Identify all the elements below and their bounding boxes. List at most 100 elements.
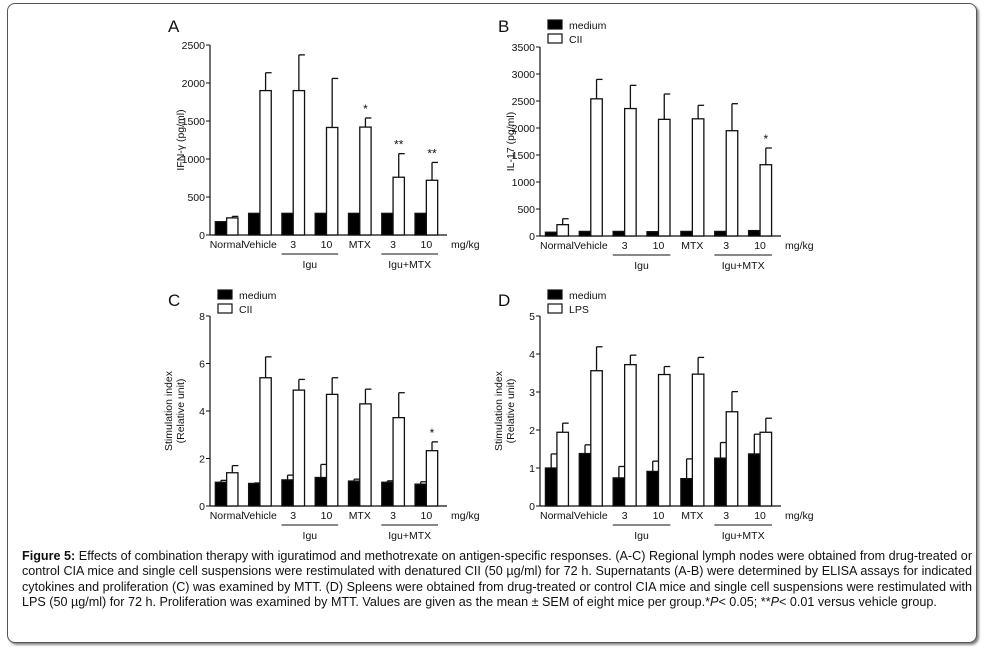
unit-label: mg/kg	[785, 240, 814, 252]
x-tick-label: 3	[290, 239, 296, 251]
bar-lps	[657, 373, 671, 507]
y-tick-label: 0	[199, 230, 205, 242]
unit-label: mg/kg	[785, 510, 814, 522]
group-label: Igu	[634, 260, 649, 272]
x-tick-label: MTX	[349, 239, 371, 251]
x-tick-label: 10	[653, 510, 665, 522]
bar-lps	[590, 370, 603, 507]
panel-letter: B	[498, 17, 509, 36]
y-tick-label: 3500	[512, 42, 536, 54]
significance-marker: **	[427, 146, 437, 160]
bar-medium	[247, 212, 261, 236]
x-tick-label: 3	[290, 510, 296, 522]
x-tick-label: 10	[754, 240, 766, 252]
bar-cii	[325, 393, 339, 507]
bar-cii	[725, 130, 739, 237]
x-tick-label: 3	[723, 240, 729, 252]
legend-swatch-medium	[547, 289, 563, 300]
y-axis-label: Stimulation index	[493, 370, 505, 451]
y-tick-label: 2500	[182, 40, 206, 52]
legend-label: medium	[239, 290, 277, 302]
bar-medium	[414, 212, 428, 236]
bar-cii	[623, 107, 637, 237]
legend-swatch-cii	[217, 303, 233, 314]
x-tick-label: 3	[622, 510, 628, 522]
panel-letter: C	[168, 291, 180, 310]
y-tick-label: 1500	[182, 116, 206, 128]
chart-c: C 0 2 4 6 8 Stimulation index (Relative unit) * N…	[163, 289, 480, 542]
bar-lps	[759, 431, 773, 507]
y-tick-label: 8	[199, 311, 205, 323]
y-tick-label: 2000	[182, 78, 206, 90]
bar-medium	[612, 230, 626, 237]
significance-marker: *	[763, 132, 768, 146]
bar-medium	[214, 481, 228, 507]
bar-medium	[578, 452, 592, 507]
panel-a: A 0 500 1000 1500 2000 2500 IFN-γ (pg/ml) * ** ** N…	[160, 14, 490, 276]
x-tick-label: Vehicle	[243, 510, 277, 522]
panel-d: D 0 1 2 3 4 5 Stimulation index (Relative unit) N…	[490, 288, 830, 546]
bar-lps	[556, 431, 570, 507]
bar-medium	[414, 483, 428, 507]
bar-cii	[657, 118, 671, 237]
group-label: Igu+MTX	[722, 530, 765, 542]
x-tick-label: 10	[653, 240, 665, 252]
bar-medium	[347, 480, 361, 507]
panel-letter: A	[168, 17, 180, 36]
y-tick-label: 4	[529, 349, 535, 361]
y-tick-label: 1500	[512, 150, 536, 162]
panel-b: B 0 500 1000 1500 2000 2500 3000 3500 IL-17 (pg/m…	[490, 14, 830, 276]
bar-cii	[759, 164, 773, 237]
x-tick-label: Normal	[540, 510, 574, 522]
y-tick-label: 500	[517, 204, 535, 216]
bar-cii	[590, 98, 603, 237]
y-tick-label: 0	[529, 501, 535, 513]
legend-swatch-medium	[547, 19, 563, 30]
group-label: Igu+MTX	[388, 530, 431, 542]
significance-marker: **	[394, 138, 404, 152]
figure-frame	[7, 3, 977, 643]
bar-medium	[347, 212, 361, 236]
x-tick-label: Normal	[540, 240, 574, 252]
caption-segment: < 0.01 versus vehicle group.	[779, 595, 937, 610]
x-tick-label: 3	[390, 510, 396, 522]
caption-segment: P	[770, 595, 780, 610]
y-tick-label: 6	[199, 359, 205, 371]
group-label: Igu	[303, 259, 318, 271]
figure-caption: Figure 5: Effects of combination therapy…	[22, 549, 972, 611]
bar-medium	[747, 453, 761, 507]
panel-c: C 0 2 4 6 8 Stimulation index (Relative unit) * N…	[160, 288, 490, 546]
legend-label: CII	[239, 304, 252, 316]
x-tick-label: Vehicle	[574, 240, 608, 252]
unit-label: mg/kg	[451, 510, 480, 522]
bar-medium	[544, 231, 558, 237]
y-tick-label: 2	[199, 454, 205, 466]
bar-medium	[544, 467, 558, 507]
bar-cii	[259, 377, 272, 507]
bar-lps	[691, 373, 705, 507]
caption-text: Effects of combination therapy with igur…	[22, 549, 972, 609]
legend-label: LPS	[569, 304, 589, 316]
bar-cii	[359, 126, 372, 236]
bar-cii	[359, 403, 372, 507]
x-tick-label: Normal	[210, 239, 244, 251]
y-tick-label: 0	[529, 231, 535, 243]
bar-medium	[747, 229, 761, 237]
x-tick-label: 10	[754, 510, 766, 522]
chart-b: B 0 500 1000 1500 2000 2500 3000 3500 IL-17 (pg/m…	[498, 17, 814, 272]
y-tick-label: 1000	[182, 154, 206, 166]
bar-cii	[425, 179, 439, 236]
bar-cii	[225, 217, 239, 236]
significance-marker: *	[430, 426, 435, 440]
x-tick-label: 10	[421, 239, 433, 251]
legend-label: medium	[569, 290, 607, 302]
x-tick-label: MTX	[681, 510, 703, 522]
bar-cii	[292, 389, 306, 507]
bar-medium	[680, 230, 694, 237]
bar-medium	[247, 482, 261, 507]
bar-medium	[381, 481, 394, 507]
y-tick-label: 1	[529, 463, 535, 475]
bar-cii	[259, 89, 272, 236]
y-tick-label: 3	[529, 387, 535, 399]
